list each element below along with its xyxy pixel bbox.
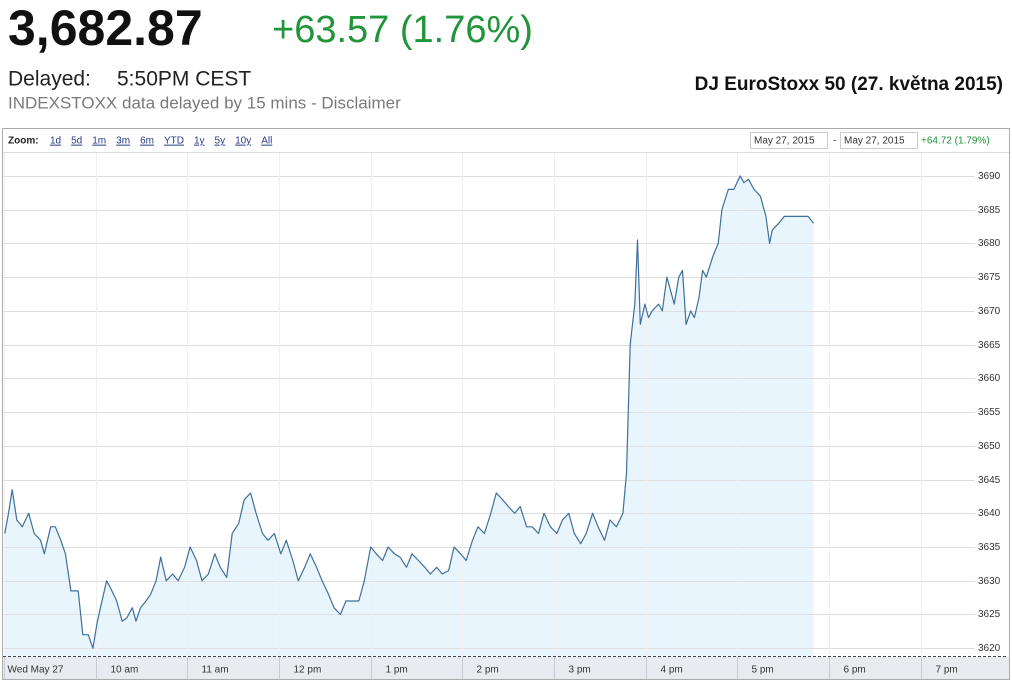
y-tick-label: 3660 <box>978 373 1001 384</box>
zoom-option[interactable]: 10y <box>235 136 251 147</box>
x-axis-band <box>3 657 1009 679</box>
zoom-option[interactable]: 5y <box>215 136 226 147</box>
y-tick-label: 3665 <box>978 340 1001 351</box>
x-tick-label: 4 pm <box>661 665 683 676</box>
y-tick-label: 3625 <box>978 609 1001 620</box>
delayed-time: 5:50PM CEST <box>117 68 251 91</box>
zoom-option[interactable]: 5d <box>71 136 82 147</box>
range-change: +64.72 (1.79%) <box>921 136 990 147</box>
x-tick-label: 2 pm <box>477 665 499 676</box>
y-tick-label: 3675 <box>978 272 1001 283</box>
x-tick-label: 1 pm <box>386 665 408 676</box>
y-tick-label: 3635 <box>978 542 1001 553</box>
x-tick-label: 5 pm <box>752 665 774 676</box>
y-tick-label: 3670 <box>978 306 1001 317</box>
y-tick-label: 3620 <box>978 643 1001 654</box>
zoom-option[interactable]: 1m <box>92 136 106 147</box>
x-tick-label: 10 am <box>111 665 139 676</box>
delayed-label: Delayed: <box>8 68 91 91</box>
zoom-option[interactable]: YTD <box>164 136 184 147</box>
y-tick-label: 3650 <box>978 441 1001 452</box>
zoom-label: Zoom: <box>8 136 39 147</box>
y-tick-label: 3645 <box>978 475 1001 486</box>
x-tick-label: 3 pm <box>569 665 591 676</box>
range-start-box <box>750 132 828 149</box>
price-change: +63.57 (1.76%) <box>272 9 533 51</box>
x-tick-label: 7 pm <box>936 665 958 676</box>
price-line <box>4 175 815 649</box>
y-tick-label: 3655 <box>978 407 1001 418</box>
price: 3,682.87 <box>8 0 203 56</box>
x-tick-label: 11 am <box>202 665 229 676</box>
x-tick-label: Wed May 27 <box>8 665 64 676</box>
y-tick-label: 3690 <box>978 171 1001 182</box>
x-tick-label: 12 pm <box>294 665 322 676</box>
y-tick-label: 3685 <box>978 205 1001 216</box>
y-tick-label: 3680 <box>978 238 1001 249</box>
zoom-option[interactable]: 6m <box>140 136 154 147</box>
zoom-option[interactable]: 3m <box>116 136 130 147</box>
x-tick-label: 6 pm <box>844 665 866 676</box>
y-tick-label: 3640 <box>978 508 1001 519</box>
range-start[interactable]: May 27, 2015 <box>754 136 815 147</box>
zoom-option[interactable]: 1y <box>194 136 205 147</box>
range-end[interactable]: May 27, 2015 <box>844 136 905 147</box>
zoom-option[interactable]: All <box>261 136 272 147</box>
disclaimer: INDEXSTOXX data delayed by 15 mins - Dis… <box>8 93 401 112</box>
range-end-box <box>840 132 918 149</box>
area <box>4 175 814 657</box>
chart-title: DJ EuroStoxx 50 (27. května 2015) <box>695 74 1003 95</box>
y-tick-label: 3630 <box>978 576 1001 587</box>
zoom-option[interactable]: 1d <box>50 136 61 147</box>
range-separator: - <box>833 136 836 147</box>
